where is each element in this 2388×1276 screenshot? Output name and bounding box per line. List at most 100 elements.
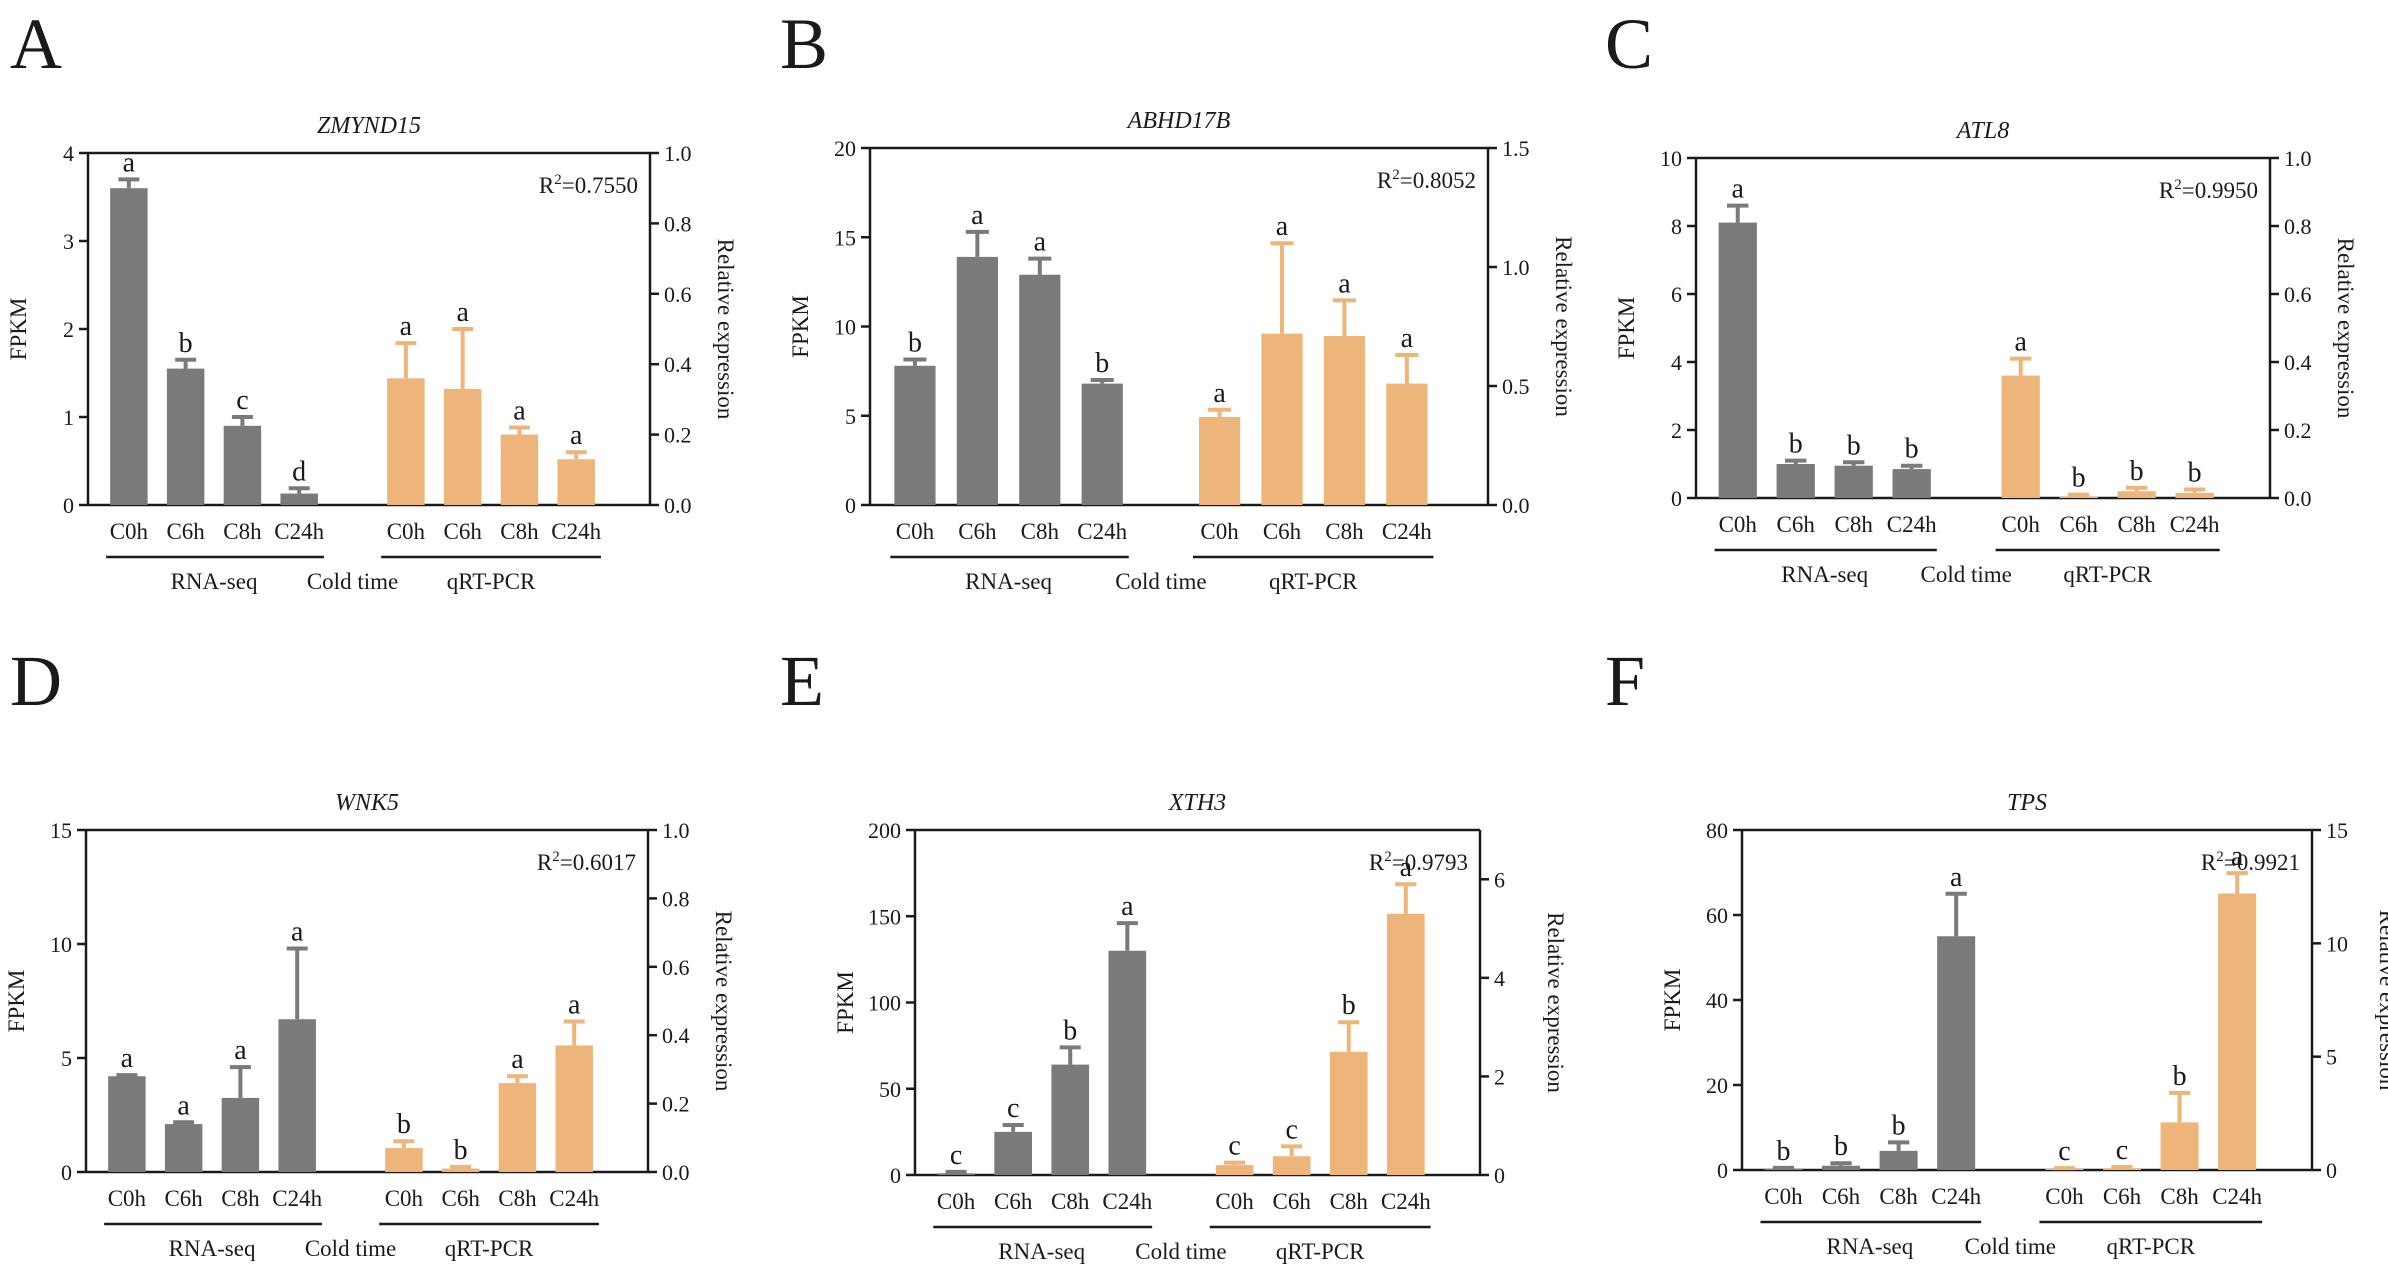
- group-label-qrtpcr: qRT-PCR: [2063, 562, 2152, 587]
- bar: [1108, 950, 1147, 1175]
- y-tick-label-left: 80: [1706, 818, 1728, 843]
- bar: [387, 378, 425, 505]
- significance-letter: a: [123, 147, 136, 178]
- significance-letter: a: [1338, 268, 1351, 299]
- y-tick-label-left: 5: [845, 404, 856, 429]
- significance-letter: b: [908, 328, 922, 359]
- group-label-rnaseq: RNA-seq: [1826, 1234, 1913, 1259]
- significance-letter: b: [2173, 1061, 2187, 1092]
- significance-letter: a: [1121, 891, 1134, 922]
- significance-letter: b: [1892, 1110, 1906, 1141]
- chart-title: ATL8: [1955, 118, 2009, 144]
- bar: [221, 1097, 260, 1172]
- significance-letter: a: [177, 1090, 190, 1121]
- significance-letter: b: [1063, 1015, 1077, 1046]
- group-label-qrtpcr: qRT-PCR: [2107, 1234, 2196, 1259]
- y-tick-label-left: 15: [50, 818, 72, 843]
- r-squared-label: R2=0.6017: [537, 849, 636, 875]
- bar: [1329, 1051, 1368, 1175]
- significance-letter: b: [1905, 434, 1919, 465]
- r-squared-label: R2=0.9793: [1369, 849, 1468, 875]
- y2-axis-label: Relative expression: [2333, 238, 2358, 419]
- x-tick-label: C0h: [387, 519, 426, 544]
- bar: [2117, 491, 2156, 498]
- x-tick-label: C6h: [441, 1186, 480, 1211]
- bar: [1272, 1156, 1311, 1175]
- y-tick-label-left: 3: [63, 229, 74, 254]
- group-label-rnaseq: RNA-seq: [171, 569, 258, 594]
- y-tick-label-right: 5: [2326, 1045, 2337, 1070]
- y-tick-label-left: 20: [1706, 1073, 1728, 1098]
- y-tick-label-left: 6: [1671, 282, 1682, 307]
- panel-letter: D: [10, 641, 62, 721]
- x-tick-label: C0h: [110, 519, 149, 544]
- x-tick-label: C24h: [1102, 1189, 1152, 1214]
- x-tick-label: C6h: [958, 519, 997, 544]
- significance-letter: a: [971, 200, 984, 231]
- bar: [555, 1045, 593, 1172]
- y-tick-label-left: 8: [1671, 214, 1682, 239]
- bar: [2218, 893, 2257, 1170]
- y-tick-label-left: 0: [61, 1160, 72, 1185]
- y2-axis-label: Relative expression: [1543, 912, 1568, 1093]
- x-tick-label: C0h: [2045, 1184, 2084, 1209]
- x-tick-label: C6h: [1777, 512, 1816, 537]
- y-tick-label-left: 15: [834, 225, 856, 250]
- significance-letter: c: [1285, 1114, 1297, 1145]
- group-label-rnaseq: RNA-seq: [965, 569, 1052, 594]
- bar: [443, 388, 482, 505]
- chart-title: ABHD17B: [1126, 108, 1231, 134]
- x-tick-label: C6h: [166, 519, 205, 544]
- y-tick-label-left: 100: [868, 991, 901, 1016]
- x-tick-label: C8h: [1325, 519, 1364, 544]
- significance-letter: c: [1007, 1093, 1019, 1124]
- y-tick-label-right: 0.4: [662, 1023, 690, 1048]
- y-tick-label-left: 0: [63, 493, 74, 518]
- significance-letter: d: [292, 456, 306, 487]
- x-tick-label: C8h: [1330, 1189, 1369, 1214]
- significance-letter: b: [2072, 463, 2086, 494]
- significance-letter: b: [1342, 990, 1356, 1021]
- chart-panel-f: TPS 0 20 40 60 80 0 5 10 15 FPKM Relative expressio…: [1660, 790, 2388, 1259]
- chart-panel-d: WNK5 0 5 10 15 0.0 0.2 0.4 0.6 0.8 1.0 FPKM Relative…: [4, 790, 736, 1261]
- significance-letter: c: [236, 385, 248, 416]
- significance-letter: b: [179, 328, 193, 359]
- significance-letter: b: [1776, 1136, 1790, 1167]
- y-tick-label-left: 1: [63, 405, 74, 430]
- y-tick-label-left: 60: [1706, 903, 1728, 928]
- x-tick-label: C0h: [1719, 512, 1758, 537]
- y-tick-label-left: 0: [1717, 1158, 1728, 1183]
- bar: [2059, 496, 2098, 498]
- y-tick-label-right: 0.2: [662, 1092, 690, 1117]
- bar: [166, 368, 205, 505]
- y2-axis-label: Relative expression: [2375, 910, 2388, 1091]
- significance-letter: c: [1228, 1131, 1240, 1162]
- x-tick-label: C8h: [1051, 1189, 1090, 1214]
- panel-letter: E: [780, 641, 824, 721]
- significance-letter: b: [2188, 458, 2202, 489]
- x-tick-label: C8h: [1879, 1184, 1918, 1209]
- bar: [498, 1083, 537, 1172]
- chart-panel-e: XTH3 0 50 100 150 200 0 2 4 6 FPKM Relative express…: [833, 790, 1568, 1264]
- chart-panel-c: ATL8 0 2 4 6 8 10 0.0 0.2 0.4 0.6 0.8 1.0 FPKM Relativ…: [1614, 118, 2358, 587]
- significance-letter: b: [1789, 429, 1803, 460]
- panel-letter: A: [10, 4, 62, 84]
- bar: [1937, 936, 1976, 1170]
- bar: [937, 1173, 975, 1175]
- r-squared-label: R2=0.9950: [2159, 177, 2258, 203]
- group-label-rnaseq: RNA-seq: [998, 1239, 1085, 1264]
- chart-title: WNK5: [335, 790, 399, 816]
- bar: [1215, 1165, 1254, 1175]
- x-tick-label: C8h: [221, 1186, 260, 1211]
- bar: [385, 1148, 423, 1172]
- significance-letter: a: [291, 917, 304, 948]
- bar: [1892, 469, 1931, 498]
- x-tick-label: C0h: [937, 1189, 976, 1214]
- y-tick-label-right: 0.8: [662, 886, 690, 911]
- significance-letter: a: [121, 1043, 134, 1074]
- y-tick-label-right: 0.0: [664, 493, 692, 518]
- group-label-rnaseq: RNA-seq: [1781, 562, 1868, 587]
- bar: [280, 493, 318, 505]
- r-squared-label: R2=0.7550: [539, 172, 638, 198]
- bar: [894, 365, 936, 505]
